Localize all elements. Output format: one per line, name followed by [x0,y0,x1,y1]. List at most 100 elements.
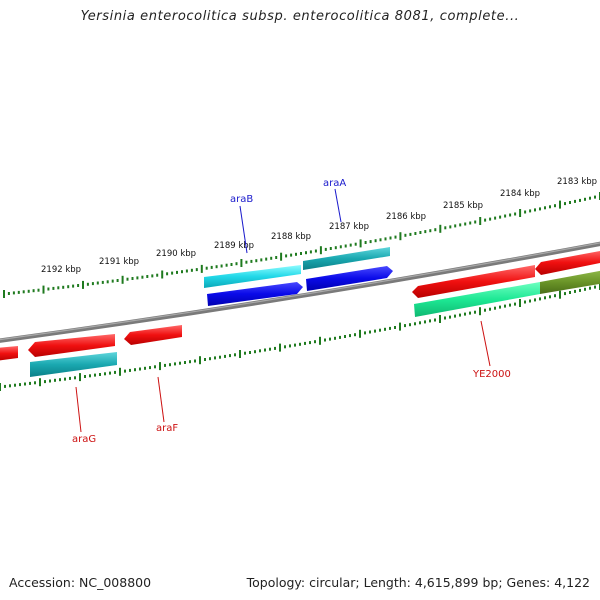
upper-ruler-minor-tick [329,247,332,250]
lower-ruler-major-tick [279,343,281,352]
lower-ruler-minor-tick [84,375,86,378]
ruler-label-2190: 2190 kbp [156,249,196,259]
upper-ruler-major-tick [519,209,522,217]
ruler-label-2191: 2191 kbp [99,257,139,267]
lower-ruler-minor-tick [14,383,16,387]
upper-ruler-minor-tick [434,228,437,232]
lower-ruler-minor-tick [474,310,476,314]
gene-YE2000[interactable] [412,265,540,317]
lower-ruler-minor-tick [104,372,106,376]
gene-right-olive[interactable] [540,270,600,294]
upper-ruler-minor-tick [260,258,263,262]
label-araG[interactable]: araG [72,434,96,445]
upper-ruler-minor-tick [210,265,213,269]
lower-ruler-major-tick [159,362,161,371]
label-araB[interactable]: araB [230,194,253,205]
lower-ruler-minor-tick [154,365,156,369]
upper-ruler-minor-tick [484,218,487,222]
ruler-labels: 2192 kbp 2191 kbp 2190 kbp 2189 kbp 2188… [41,177,597,275]
lower-ruler-minor-tick [309,341,311,345]
upper-ruler-minor-tick [205,266,208,270]
gene-araA[interactable] [303,247,393,291]
upper-ruler-major-tick [200,264,203,273]
upper-ruler-minor-tick [151,274,154,278]
label-araA[interactable]: araA [323,178,346,189]
upper-ruler-minor-tick [225,263,228,267]
upper-ruler-minor-tick [564,202,566,206]
upper-ruler-minor-tick [305,251,307,255]
lower-ruler-major-tick [519,299,521,307]
upper-ruler-minor-tick [424,230,427,234]
upper-ruler-major-tick [559,200,561,209]
lower-ruler-minor-tick [74,376,76,380]
label-araF[interactable]: araF [156,423,178,434]
lower-ruler [0,282,600,391]
lower-ruler-minor-tick [584,287,586,291]
lower-ruler-minor-tick [459,313,461,317]
lower-ruler-major-tick [319,336,321,345]
lower-ruler-minor-tick [129,368,131,372]
upper-ruler-minor-tick [300,252,302,255]
lower-ruler-minor-tick [594,285,596,289]
gene-right-red[interactable] [535,250,600,275]
lower-ruler-minor-tick [204,358,206,361]
gene-araB[interactable] [204,265,303,306]
upper-ruler-minor-tick [22,290,25,294]
upper-ruler-minor-tick [72,284,75,288]
upper-ruler-minor-tick [379,238,382,242]
lower-ruler-minor-tick [149,366,151,370]
upper-ruler-minor-tick [374,239,377,243]
upper-ruler-minor-tick [534,208,536,212]
lower-ruler-minor-tick [344,335,346,338]
lower-ruler-minor-tick [544,296,546,300]
lower-ruler-minor-tick [259,349,261,353]
upper-ruler-minor-tick [459,223,462,227]
upper-ruler-minor-tick [394,235,397,239]
ruler-label-2184: 2184 kbp [500,189,540,199]
lower-ruler-minor-tick [579,288,581,292]
upper-ruler-minor-tick [270,256,273,260]
upper-ruler-minor-tick [250,259,253,263]
gene-araF[interactable] [124,325,182,345]
upper-ruler-minor-tick [524,210,527,214]
upper-ruler-minor-tick [354,242,357,246]
lower-ruler-minor-tick [509,303,511,307]
map-title: Yersinia enterocolitica subsp. enterocol… [80,9,520,24]
upper-ruler-major-tick [42,285,45,294]
lower-ruler-minor-tick [444,316,446,320]
upper-ruler-major-tick [359,239,362,248]
upper-ruler-minor-tick [549,205,551,209]
label-YE2000[interactable]: YE2000 [472,369,511,380]
lower-ruler-minor-tick [374,329,376,333]
upper-ruler-minor-tick [86,282,89,286]
upper-ruler-minor-tick [141,275,144,279]
lower-ruler-minor-tick [109,371,111,375]
upper-ruler-major-tick [240,259,243,267]
lower-ruler-minor-tick [189,360,191,364]
lower-ruler-minor-tick [174,362,176,366]
upper-ruler-minor-tick [27,289,30,293]
upper-ruler-minor-tick [245,260,248,264]
upper-ruler-minor-tick [37,288,40,292]
upper-ruler-minor-tick [489,217,492,221]
gene-left-edge[interactable] [0,346,18,361]
lower-ruler-minor-tick [529,299,531,303]
upper-ruler-minor-tick [504,214,507,218]
upper-ruler-minor-tick [419,231,422,234]
upper-ruler-minor-tick [444,226,447,230]
lower-ruler-minor-tick [569,291,571,294]
lower-ruler-minor-tick [54,378,56,382]
chromosome-backbone [0,241,600,343]
upper-ruler-minor-tick [176,270,178,274]
upper-ruler-minor-tick [334,246,337,250]
lower-ruler-minor-tick [554,294,556,298]
upper-ruler-major-tick [82,280,84,289]
lower-ruler-minor-tick [504,304,506,308]
lower-ruler-minor-tick [219,355,221,359]
araA-connector [334,188,342,223]
gene-araG[interactable] [28,334,117,377]
lower-ruler-minor-tick [409,323,411,327]
upper-ruler-minor-tick [324,247,327,251]
lower-ruler-major-tick [239,350,241,358]
lower-ruler-minor-tick [349,334,351,338]
